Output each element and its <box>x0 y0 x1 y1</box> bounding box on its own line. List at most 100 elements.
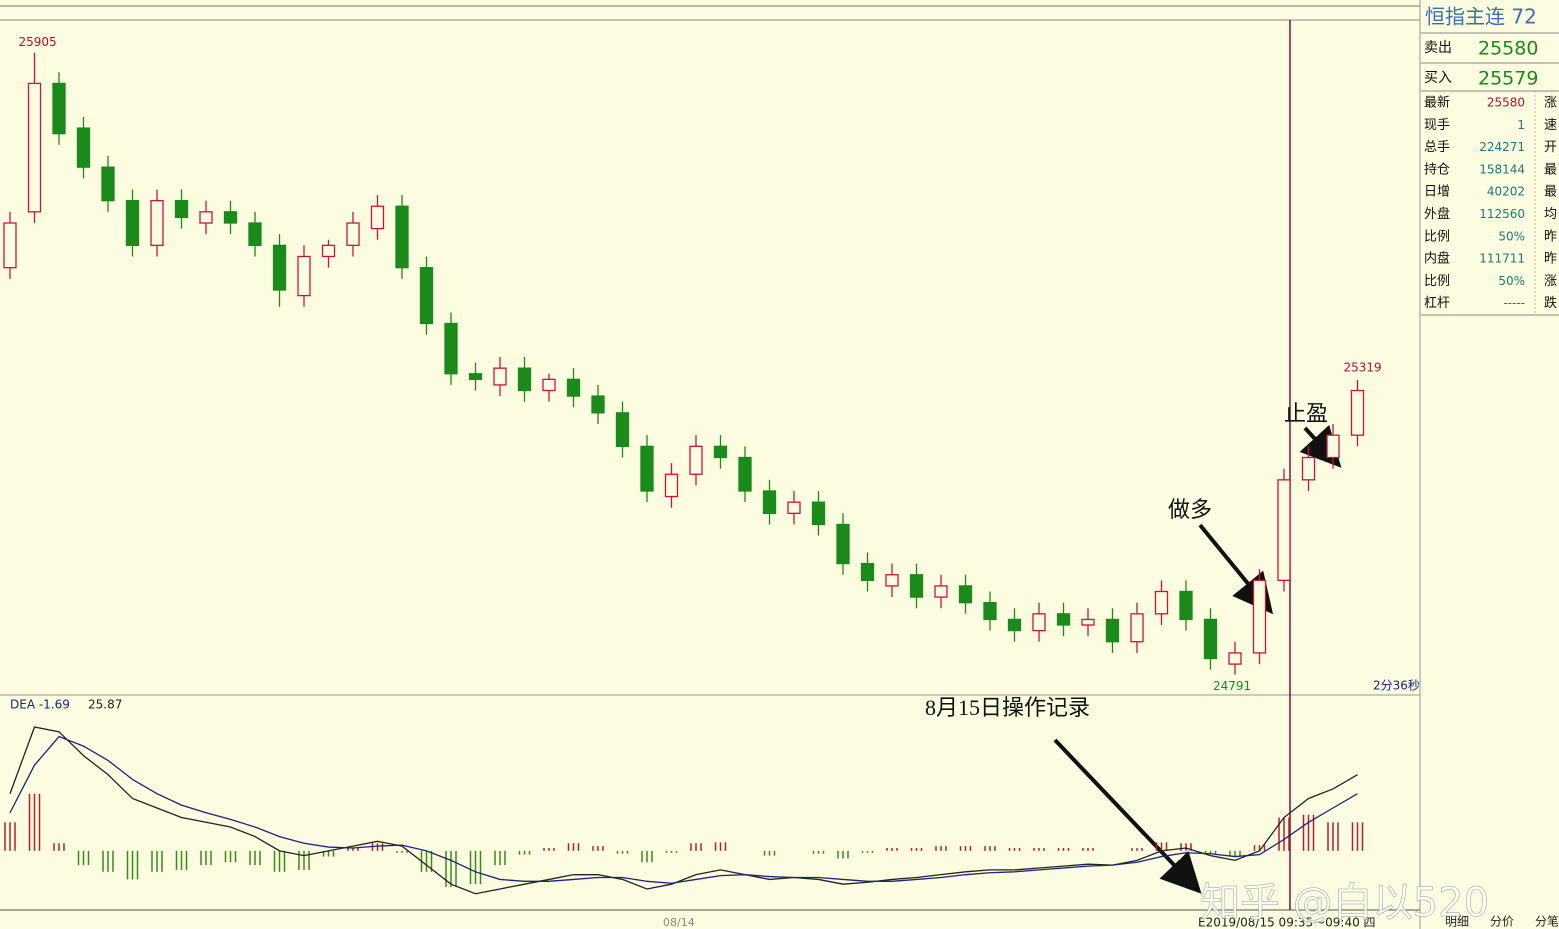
panel-title: 恒指主连 72 <box>1425 5 1537 29</box>
candle-body <box>615 412 630 447</box>
row-value: 111711 <box>1479 252 1525 266</box>
candle-body <box>493 367 507 386</box>
candle-body <box>664 473 679 498</box>
candle-body <box>787 501 801 514</box>
candle-body <box>52 82 66 135</box>
candle-body <box>1154 590 1169 615</box>
row-value: 1 <box>1517 118 1525 132</box>
quote-panel: 恒指主连 72 卖出 25580 买入 25579 最新 25580 涨现手 1 速总手… <box>1421 0 1559 318</box>
legend-text: DEA -1.69 <box>10 698 70 712</box>
candle-body <box>860 562 875 581</box>
candle-body <box>640 445 654 492</box>
label: 卖出 <box>1424 40 1452 56</box>
candle-body <box>76 127 91 168</box>
row-value: 25580 <box>1487 96 1525 110</box>
row-side: 昨 <box>1544 252 1557 267</box>
candle-body <box>419 267 434 325</box>
candle-body <box>223 211 238 224</box>
candle-body <box>1203 618 1218 660</box>
row-label: 杠杆 <box>1424 295 1450 311</box>
candle-body <box>909 574 924 598</box>
candle-body <box>762 490 777 514</box>
candle-body <box>321 244 336 258</box>
row-side: 速 <box>1544 118 1557 133</box>
row-label: 内盘 <box>1424 251 1450 267</box>
row-label: 日增 <box>1424 185 1450 200</box>
candle-body <box>1252 579 1267 654</box>
panel-bg <box>1421 0 1559 318</box>
countdown: 2分36秒 <box>1373 679 1420 693</box>
value-label: 24791 <box>1213 679 1251 693</box>
value-label: 25905 <box>19 35 57 49</box>
candle-body <box>444 322 458 375</box>
candle-body <box>468 373 483 380</box>
candle-body <box>125 200 140 246</box>
row-side: 最 <box>1544 185 1557 200</box>
row-side: 均 <box>1544 207 1557 222</box>
candle-body <box>346 222 360 246</box>
row-label: 总手 <box>1424 140 1450 155</box>
candle-body <box>395 205 409 269</box>
candle-body <box>934 585 948 598</box>
row-value: 112560 <box>1479 207 1525 221</box>
candle-body <box>713 445 728 459</box>
row-label: 最新 <box>1424 95 1450 111</box>
annotation: 做多 <box>1168 497 1212 522</box>
row-value: 50% <box>1498 274 1525 288</box>
tab[interactable]: 明细 <box>1445 915 1469 929</box>
candle-body <box>1179 590 1193 621</box>
candle-body <box>1007 618 1022 632</box>
tab[interactable]: 分笔 <box>1535 914 1559 929</box>
candle-body <box>566 378 581 397</box>
candle-body <box>836 523 850 565</box>
candle-body <box>1130 613 1144 643</box>
candle-body <box>150 200 164 246</box>
row-side: 跌 <box>1544 295 1557 311</box>
candle-body <box>983 602 997 621</box>
sell-price: 25580 <box>1478 38 1538 60</box>
label: 买入 <box>1424 70 1452 86</box>
candle-body <box>3 222 17 269</box>
row-label: 现手 <box>1424 118 1450 133</box>
candle-body <box>1105 618 1120 643</box>
candle-body <box>1056 613 1071 626</box>
tab[interactable]: 分价 <box>1490 915 1514 929</box>
row-side: 涨 <box>1544 96 1557 111</box>
row-label: 持仓 <box>1424 162 1450 177</box>
candle-body <box>811 501 826 526</box>
row-side: 最 <box>1544 162 1557 177</box>
candle-body <box>689 445 703 475</box>
value-label: 25319 <box>1344 360 1382 374</box>
candle-body <box>738 456 752 492</box>
row-side: 涨 <box>1544 274 1557 289</box>
x-tick-label: 08/14 <box>663 916 695 929</box>
candle-body <box>174 200 189 219</box>
annotation: 止盈 <box>1284 401 1328 426</box>
legend-value: 25.87 <box>88 698 122 712</box>
candle-body <box>885 574 899 587</box>
row-value: 50% <box>1498 229 1525 243</box>
candle-body <box>1301 456 1316 481</box>
row-label: 比例 <box>1424 229 1450 244</box>
arrow <box>1053 738 1202 894</box>
candle-body <box>272 244 287 291</box>
candle-body <box>199 211 213 224</box>
row-value: 224271 <box>1479 140 1525 154</box>
candle-body <box>1032 613 1046 632</box>
annotation: 8月15日操作记录 <box>925 695 1090 720</box>
candle-body <box>1081 618 1095 626</box>
candle-body <box>1277 479 1291 581</box>
macd-line <box>9 726 1358 895</box>
row-value: ----- <box>1503 296 1525 310</box>
row-value: 40202 <box>1487 185 1525 199</box>
candle-body <box>248 222 262 246</box>
candle-body <box>101 166 115 202</box>
candle-body <box>27 82 42 213</box>
candle-body <box>1228 652 1242 665</box>
candle-body <box>517 367 532 392</box>
row-side: 昨 <box>1544 229 1557 244</box>
candle-body <box>297 255 311 297</box>
time-range: E2019/08/15 09:35～09:40 四 <box>1198 916 1376 929</box>
